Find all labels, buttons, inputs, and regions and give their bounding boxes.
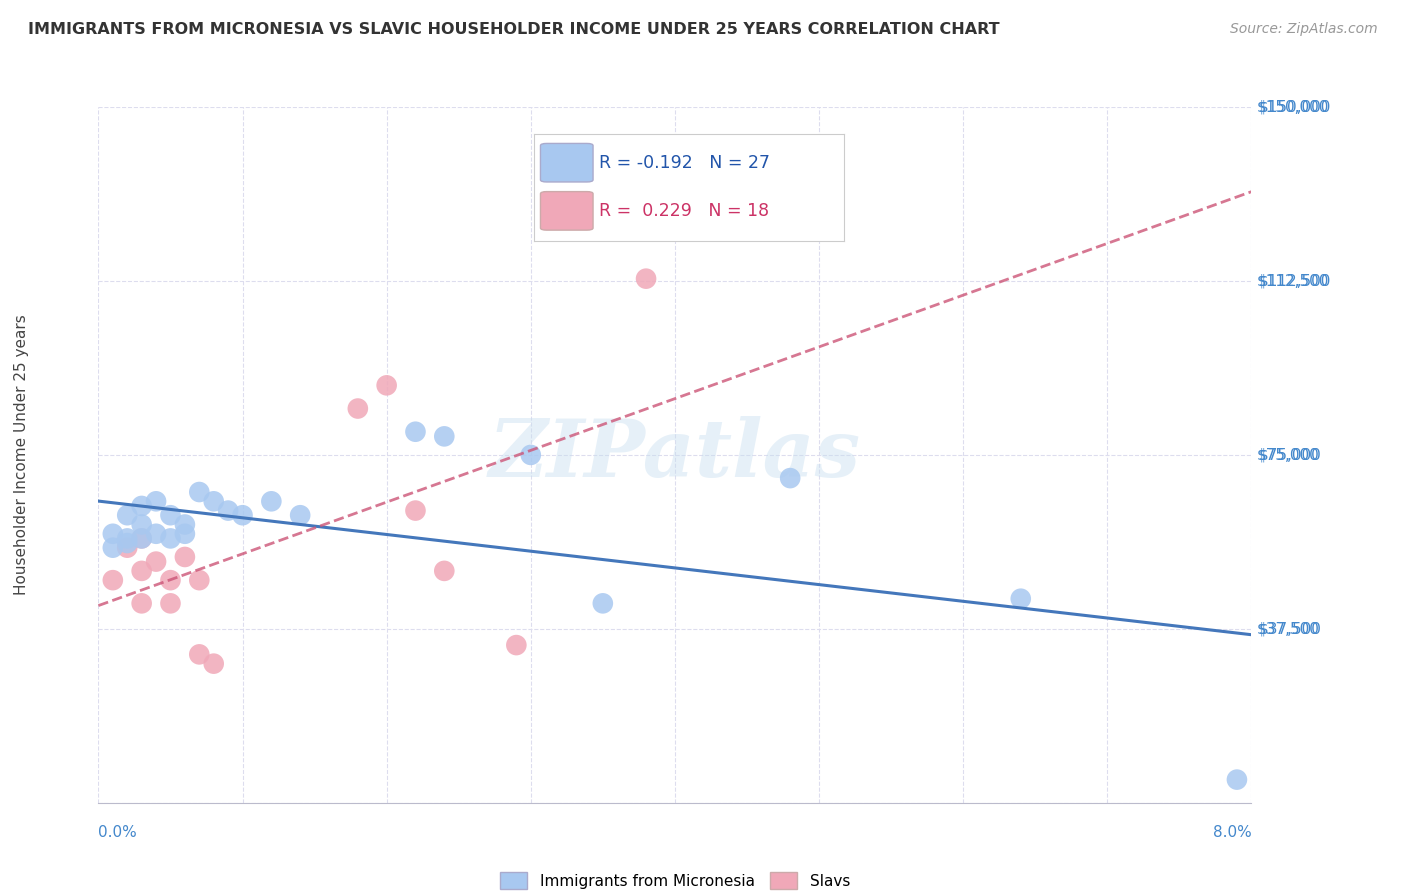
Point <box>290 508 312 523</box>
Point <box>433 564 456 578</box>
Point <box>188 573 211 587</box>
Point <box>131 564 153 578</box>
Point <box>131 532 153 546</box>
FancyBboxPatch shape <box>540 192 593 230</box>
Point <box>131 596 153 610</box>
Text: Source: ZipAtlas.com: Source: ZipAtlas.com <box>1230 22 1378 37</box>
Point <box>519 448 541 462</box>
Text: R = -0.192   N = 27: R = -0.192 N = 27 <box>599 153 770 171</box>
Text: $37,500: $37,500 <box>1257 622 1320 636</box>
Point <box>779 471 801 485</box>
Point <box>159 596 181 610</box>
Point <box>117 508 138 523</box>
Text: $112,500: $112,500 <box>1258 274 1330 288</box>
Point <box>188 485 211 500</box>
Text: $37,500: $37,500 <box>1258 622 1322 636</box>
Point <box>592 596 614 610</box>
Point <box>101 541 124 555</box>
Point <box>145 555 167 569</box>
Text: Householder Income Under 25 years: Householder Income Under 25 years <box>14 315 28 595</box>
Point <box>433 429 456 443</box>
Point <box>131 532 153 546</box>
Point <box>217 503 239 517</box>
Point <box>174 549 197 564</box>
Point <box>260 494 283 508</box>
Point <box>346 401 368 416</box>
Point <box>202 657 225 671</box>
Point <box>405 425 427 439</box>
Point <box>117 541 138 555</box>
Point <box>405 503 427 517</box>
Text: $75,000: $75,000 <box>1257 448 1320 462</box>
Point <box>131 517 153 532</box>
Point <box>101 573 124 587</box>
Point <box>174 526 197 541</box>
Point <box>1226 772 1249 787</box>
Point <box>375 378 398 392</box>
Point <box>145 526 167 541</box>
Point <box>1010 591 1032 606</box>
Point <box>131 499 153 513</box>
Point <box>505 638 527 652</box>
Text: R =  0.229   N = 18: R = 0.229 N = 18 <box>599 202 769 219</box>
Point <box>636 271 658 285</box>
Text: 0.0%: 0.0% <box>98 825 138 840</box>
Text: 8.0%: 8.0% <box>1212 825 1251 840</box>
FancyBboxPatch shape <box>540 144 593 182</box>
Legend: Immigrants from Micronesia, Slavs: Immigrants from Micronesia, Slavs <box>499 872 851 889</box>
Point <box>101 526 124 541</box>
Point <box>202 494 225 508</box>
Point <box>159 532 181 546</box>
Point <box>117 532 138 546</box>
Point <box>188 648 211 662</box>
Point <box>159 508 181 523</box>
Text: $112,500: $112,500 <box>1257 274 1330 288</box>
Point <box>145 494 167 508</box>
Text: $75,000: $75,000 <box>1258 448 1322 462</box>
Point <box>174 517 197 532</box>
Point <box>159 573 181 587</box>
Point <box>117 536 138 550</box>
Text: ZIPatlas: ZIPatlas <box>489 417 860 493</box>
Text: $150,000: $150,000 <box>1258 100 1330 114</box>
Text: $150,000: $150,000 <box>1257 100 1330 114</box>
Text: IMMIGRANTS FROM MICRONESIA VS SLAVIC HOUSEHOLDER INCOME UNDER 25 YEARS CORRELATI: IMMIGRANTS FROM MICRONESIA VS SLAVIC HOU… <box>28 22 1000 37</box>
Point <box>231 508 254 523</box>
